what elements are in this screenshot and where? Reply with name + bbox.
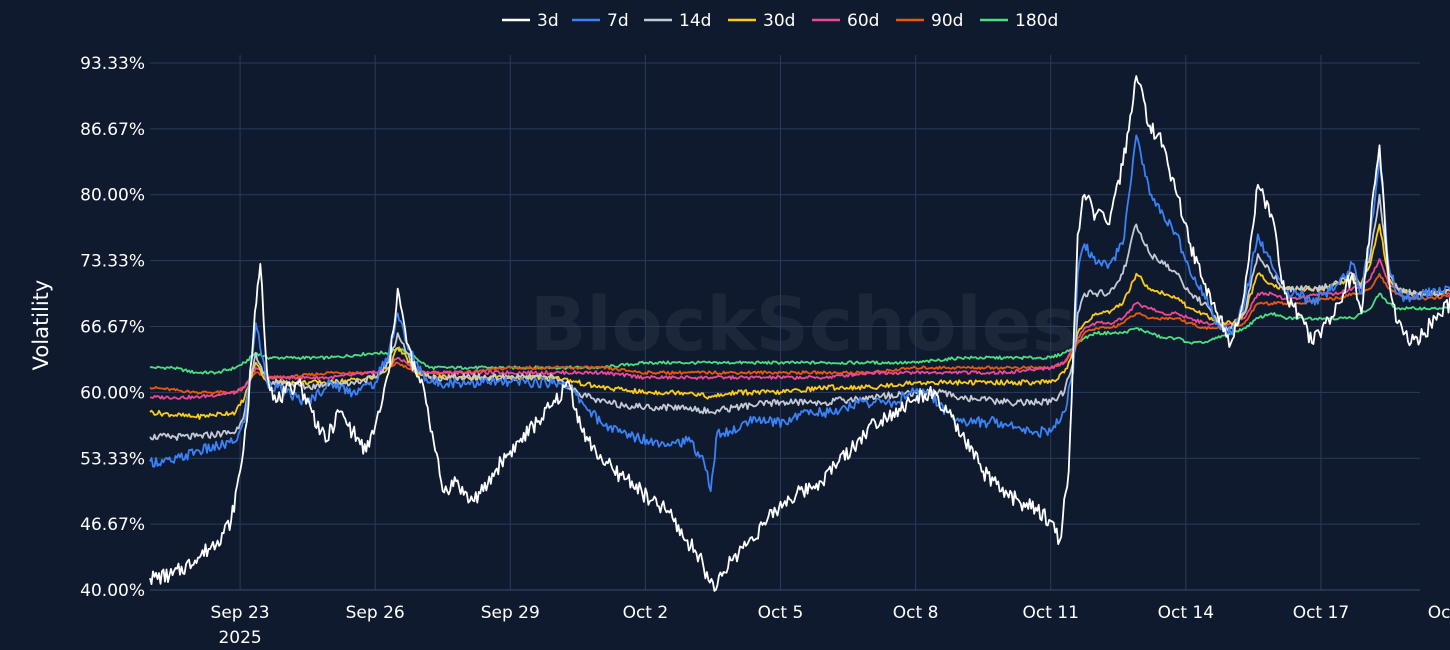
x-axis: Sep 23 2025 Sep 26 Sep 29 Oct 2 Oct 5 Oct 8 Oct…: [211, 603, 1450, 648]
watermark: BlockScholes: [530, 282, 1076, 368]
y-axis: 40.00% 46.67% 53.33% 60.00% 66.67% 73.33% 80.0…: [80, 54, 145, 601]
legend-label: 3d: [537, 11, 559, 31]
x-tick-label: Oct 11: [1022, 603, 1078, 623]
legend-label: 14d: [679, 11, 711, 31]
y-tick-label: 86.67%: [80, 120, 145, 140]
y-axis-label: Volatility: [29, 280, 53, 371]
x-tick-label: Sep 26: [346, 603, 405, 623]
y-tick-label: 40.00%: [80, 581, 145, 601]
legend-item-14d[interactable]: 14d: [644, 11, 711, 31]
y-tick-label: 66.67%: [80, 317, 145, 337]
series-lines: [149, 75, 1450, 592]
y-tick-label: 53.33%: [80, 449, 145, 469]
legend-item-30d[interactable]: 30d: [728, 11, 795, 31]
series-line-14d: [149, 193, 1450, 441]
legend-item-60d[interactable]: 60d: [812, 11, 879, 31]
y-tick-label: 46.67%: [80, 515, 145, 535]
y-tick-label: 73.33%: [80, 252, 145, 272]
legend-item-3d[interactable]: 3d: [502, 11, 559, 31]
x-tick-label: Oct 8: [893, 603, 939, 623]
x-tick-label: Sep 23: [211, 603, 270, 623]
legend-item-90d[interactable]: 90d: [896, 11, 963, 31]
series-line-3d: [149, 75, 1450, 592]
x-tick-label: Oct 2: [623, 603, 669, 623]
legend-label: 90d: [931, 11, 963, 31]
legend-item-180d[interactable]: 180d: [980, 11, 1058, 31]
series-line-7d: [149, 134, 1450, 493]
x-tick-label: Oct 5: [758, 603, 804, 623]
x-tick-label: Oct 17: [1293, 603, 1349, 623]
y-tick-label: 93.33%: [80, 54, 145, 74]
legend-item-7d[interactable]: 7d: [572, 11, 629, 31]
series-line-60d: [149, 258, 1450, 400]
legend-label: 180d: [1015, 11, 1058, 31]
y-tick-label: 80.00%: [80, 186, 145, 206]
x-tick-label: Oct 20: [1428, 603, 1450, 623]
legend[interactable]: 3d 7d 14d 30d 60d 90d 180d: [502, 11, 1058, 31]
legend-label: 7d: [607, 11, 629, 31]
x-tick-label: Oct 14: [1158, 603, 1214, 623]
series-line-180d: [149, 292, 1450, 375]
x-tick-year: 2025: [218, 628, 261, 648]
y-tick-label: 60.00%: [80, 383, 145, 403]
x-tick-label: Sep 29: [481, 603, 540, 623]
legend-label: 30d: [763, 11, 795, 31]
legend-label: 60d: [847, 11, 879, 31]
